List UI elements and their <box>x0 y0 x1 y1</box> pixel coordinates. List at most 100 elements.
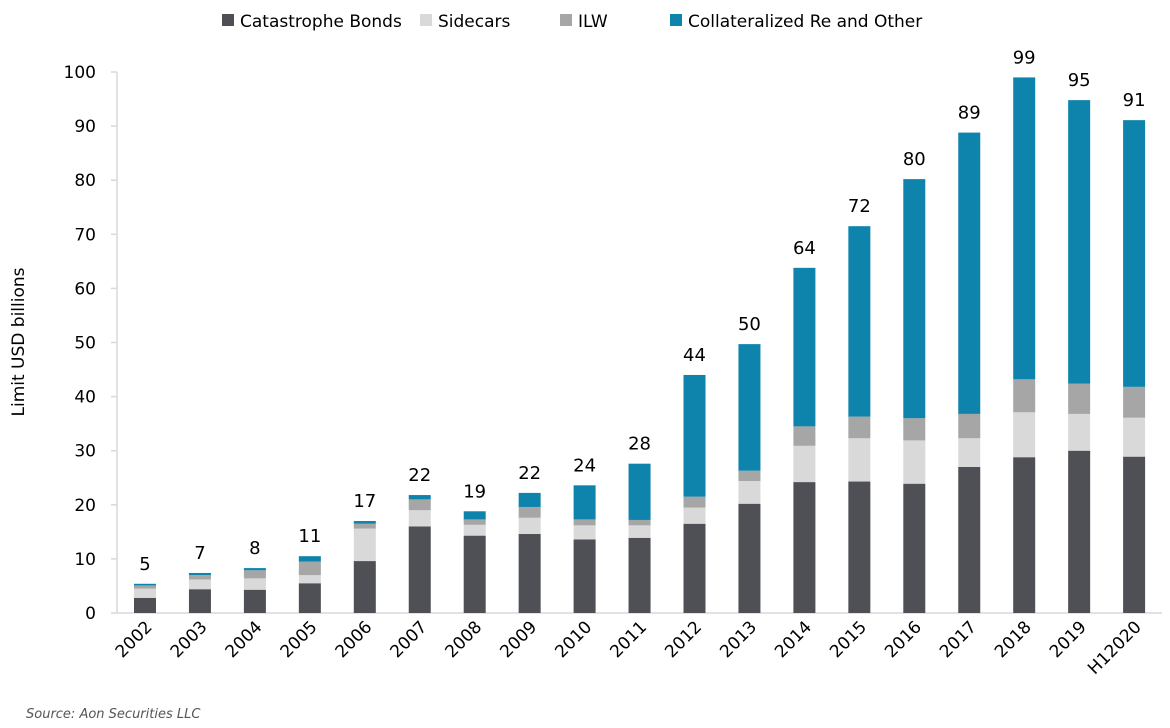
bar-segment-sidecars <box>188 579 211 590</box>
total-label: 28 <box>628 434 651 455</box>
bar-segment-collateralized-re-and-other <box>628 463 651 520</box>
x-tick-label: 2002 <box>112 617 157 662</box>
y-axis-title: Limit USD billions <box>9 267 29 416</box>
total-label: 17 <box>353 491 376 512</box>
total-label: 95 <box>1068 70 1091 91</box>
bar-segment-catastrophe-bonds <box>738 503 761 613</box>
bar-segment-sidecars <box>903 440 926 484</box>
bar-segment-ilw <box>463 519 486 525</box>
bar-segment-catastrophe-bonds <box>463 535 486 613</box>
bar-segment-collateralized-re-and-other <box>738 344 761 471</box>
x-tick-label: 2013 <box>716 617 761 662</box>
x-tick-label: 2007 <box>387 617 432 662</box>
x-tick-label: 2005 <box>277 617 322 662</box>
bar-segment-catastrophe-bonds <box>298 583 321 613</box>
x-tick-label: 2008 <box>442 617 487 662</box>
legend-swatch <box>560 14 572 26</box>
bar-segment-collateralized-re-and-other <box>353 521 376 524</box>
bar-segment-sidecars <box>793 445 816 483</box>
legend-label: Catastrophe Bonds <box>240 12 402 32</box>
bar-segment-sidecars <box>738 480 761 504</box>
total-label: 24 <box>573 455 596 476</box>
bar-segment-collateralized-re-and-other <box>848 226 871 417</box>
y-tick-label: 10 <box>74 550 96 570</box>
bar-segment-collateralized-re-and-other <box>134 583 156 586</box>
bar-segment-catastrophe-bonds <box>408 526 431 613</box>
bar-segment-sidecars <box>573 525 596 540</box>
total-label: 64 <box>793 238 816 259</box>
bar-segment-ilw <box>738 470 761 481</box>
bar-segment-sidecars <box>1068 413 1091 451</box>
bar-segment-ilw <box>1013 379 1036 413</box>
total-label: 5 <box>139 554 150 575</box>
bar-segment-collateralized-re-and-other <box>243 568 266 571</box>
bar-segment-sidecars <box>408 510 431 527</box>
bar-segment-collateralized-re-and-other <box>683 374 706 497</box>
x-tick-label: 2017 <box>936 617 981 662</box>
bar-segment-collateralized-re-and-other <box>408 495 431 500</box>
x-tick-label: 2010 <box>551 617 596 662</box>
total-label: 80 <box>903 149 926 170</box>
bar-segment-catastrophe-bonds <box>683 523 706 613</box>
x-tick-label: 2004 <box>222 617 267 662</box>
y-tick-label: 50 <box>74 334 96 354</box>
total-label: 89 <box>958 103 981 124</box>
bar-segment-ilw <box>793 426 816 446</box>
bar-segment-collateralized-re-and-other <box>1123 120 1146 387</box>
bar-segment-sidecars <box>463 524 486 536</box>
bar-segment-ilw <box>683 496 706 508</box>
bar-segment-catastrophe-bonds <box>134 597 156 613</box>
bar-segment-collateralized-re-and-other <box>903 179 926 419</box>
x-tick-label: 2006 <box>332 617 377 662</box>
bar-segment-ilw <box>408 499 431 511</box>
bar-segment-sidecars <box>628 525 651 538</box>
bar-segment-collateralized-re-and-other <box>573 485 596 520</box>
total-label: 7 <box>194 543 205 564</box>
bar-segment-ilw <box>1068 383 1091 414</box>
bar-segment-collateralized-re-and-other <box>518 492 541 507</box>
total-label: 19 <box>463 481 486 502</box>
bar-segment-ilw <box>134 585 156 589</box>
legend-swatch <box>670 14 682 26</box>
total-label: 22 <box>408 465 431 486</box>
x-tick-label: 2015 <box>826 617 871 662</box>
bar-segment-collateralized-re-and-other <box>1068 100 1091 384</box>
y-tick-label: 20 <box>74 496 96 516</box>
x-tick-label: 2019 <box>1046 617 1091 662</box>
legend-swatch <box>222 14 234 26</box>
bar-segment-sidecars <box>1123 417 1146 457</box>
total-label: 22 <box>518 463 541 484</box>
y-tick-label: 30 <box>74 442 96 462</box>
bar-segment-catastrophe-bonds <box>1123 456 1146 613</box>
bar-segment-ilw <box>958 413 981 439</box>
x-tick-label: 2016 <box>881 617 926 662</box>
bar-segment-ilw <box>628 519 651 526</box>
x-tick-label: 2018 <box>991 617 1036 662</box>
bar-segment-ilw <box>848 416 871 439</box>
bar-segment-catastrophe-bonds <box>1068 450 1091 613</box>
bar-segment-catastrophe-bonds <box>353 561 376 613</box>
x-tick-label: H12020 <box>1084 617 1145 678</box>
y-tick-label: 70 <box>74 225 96 245</box>
legend-label: ILW <box>578 12 608 32</box>
bar-segment-catastrophe-bonds <box>903 483 926 613</box>
bar-segment-catastrophe-bonds <box>793 482 816 613</box>
bar-segment-sidecars <box>958 438 981 467</box>
bar-segment-ilw <box>353 523 376 529</box>
bar-segment-ilw <box>188 575 211 580</box>
bar-segment-catastrophe-bonds <box>573 539 596 613</box>
y-tick-label: 0 <box>85 604 96 624</box>
bar-segment-sidecars <box>518 517 541 535</box>
bar-segment-ilw <box>573 519 596 526</box>
x-tick-label: 2003 <box>167 617 212 662</box>
source-note: Source: Aon Securities LLC <box>26 707 201 722</box>
y-tick-label: 100 <box>64 63 96 83</box>
bar-segment-ilw <box>1123 386 1146 418</box>
bar-segment-collateralized-re-and-other <box>1013 77 1036 380</box>
y-tick-label: 90 <box>74 117 96 137</box>
x-tick-label: 2009 <box>496 617 541 662</box>
total-label: 50 <box>738 314 761 335</box>
bar-segment-catastrophe-bonds <box>1013 457 1036 613</box>
bar-segment-collateralized-re-and-other <box>298 556 321 562</box>
